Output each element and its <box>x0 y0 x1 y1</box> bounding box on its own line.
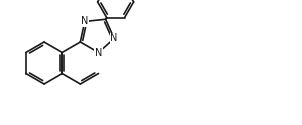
Text: N: N <box>81 16 88 26</box>
Text: N: N <box>95 48 102 58</box>
Text: N: N <box>111 34 118 43</box>
